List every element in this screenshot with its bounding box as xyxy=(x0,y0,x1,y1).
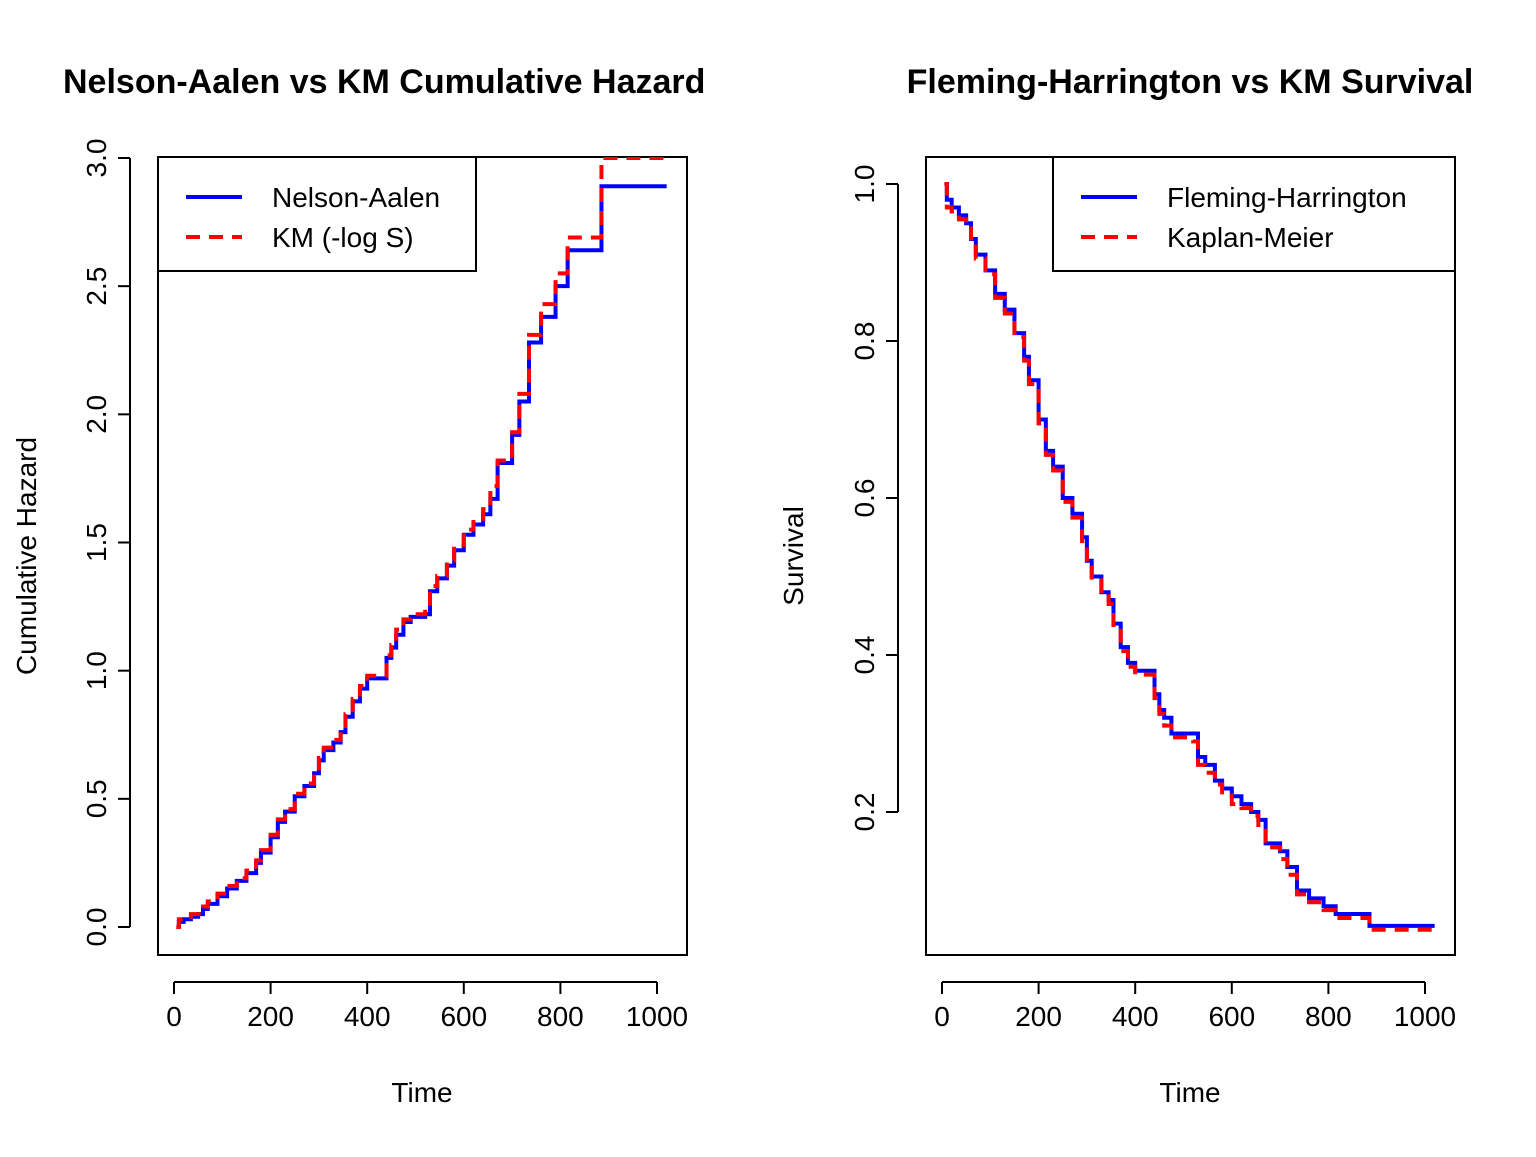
x-tick-label: 800 xyxy=(537,1001,584,1032)
plot-frame xyxy=(157,156,688,956)
plot-frame xyxy=(925,156,1456,956)
series-line-kaplan-meier xyxy=(944,182,1435,932)
series-lines xyxy=(176,157,667,929)
series-line-nelson-aalen xyxy=(176,184,667,929)
legend-box xyxy=(1052,156,1456,272)
x-tick-label: 1000 xyxy=(1394,1001,1456,1032)
chart-title: Nelson-Aalen vs KM Cumulative Hazard xyxy=(63,63,705,101)
y-tick-label: 0.4 xyxy=(849,636,880,675)
y-tick-label: 0.2 xyxy=(849,793,880,832)
x-axis-label: Time xyxy=(391,1077,452,1108)
chart-title: Fleming-Harrington vs KM Survival xyxy=(907,63,1474,101)
y-tick-label: 1.5 xyxy=(81,523,112,562)
y-tick-label: 1.0 xyxy=(849,165,880,204)
x-axis: 0 200 400 600 800 1000 xyxy=(934,981,1456,1032)
x-tick-label: 600 xyxy=(1208,1001,1255,1032)
x-tick-label: 1000 xyxy=(626,1001,688,1032)
x-tick-label: 400 xyxy=(1112,1001,1159,1032)
y-tick-label: 3.0 xyxy=(81,139,112,178)
x-tick-label: 200 xyxy=(247,1001,294,1032)
legend: Fleming-Harrington Kaplan-Meier xyxy=(1052,156,1456,272)
panel-survival: Fleming-Harrington vs KM Survival 0 200 40… xyxy=(778,63,1473,1108)
series-lines xyxy=(944,182,1435,932)
x-tick-label: 0 xyxy=(934,1001,950,1032)
y-tick-label: 1.0 xyxy=(81,651,112,690)
y-axis: 0.0 0.5 1.0 1.5 2.0 2.5 3.0 xyxy=(81,139,131,947)
x-tick-label: 400 xyxy=(344,1001,391,1032)
y-axis-label: Survival xyxy=(778,506,809,606)
y-axis-label: Cumulative Hazard xyxy=(11,437,42,675)
legend-label: Kaplan-Meier xyxy=(1167,222,1334,253)
legend-label: KM (-log S) xyxy=(272,222,414,253)
x-tick-label: 800 xyxy=(1305,1001,1352,1032)
y-axis: 0.2 0.4 0.6 0.8 1.0 xyxy=(849,165,899,832)
legend-box xyxy=(157,156,477,272)
y-tick-label: 0.6 xyxy=(849,479,880,518)
panel-cumulative-hazard: Nelson-Aalen vs KM Cumulative Hazard 0 20… xyxy=(11,63,705,1108)
x-axis: 0 200 400 600 800 1000 xyxy=(166,981,688,1032)
y-tick-label: 0.5 xyxy=(81,779,112,818)
legend-label: Nelson-Aalen xyxy=(272,182,440,213)
y-tick-label: 0.0 xyxy=(81,908,112,947)
y-tick-label: 0.8 xyxy=(849,322,880,361)
x-tick-label: 0 xyxy=(166,1001,182,1032)
x-axis-label: Time xyxy=(1159,1077,1220,1108)
series-line-km-log-s xyxy=(176,157,667,929)
x-tick-label: 200 xyxy=(1015,1001,1062,1032)
y-tick-label: 2.0 xyxy=(81,395,112,434)
x-tick-label: 600 xyxy=(440,1001,487,1032)
legend-label: Fleming-Harrington xyxy=(1167,182,1407,213)
y-tick-label: 2.5 xyxy=(81,267,112,306)
series-line-fleming-harrington xyxy=(944,182,1435,928)
legend: Nelson-Aalen KM (-log S) xyxy=(157,156,477,272)
